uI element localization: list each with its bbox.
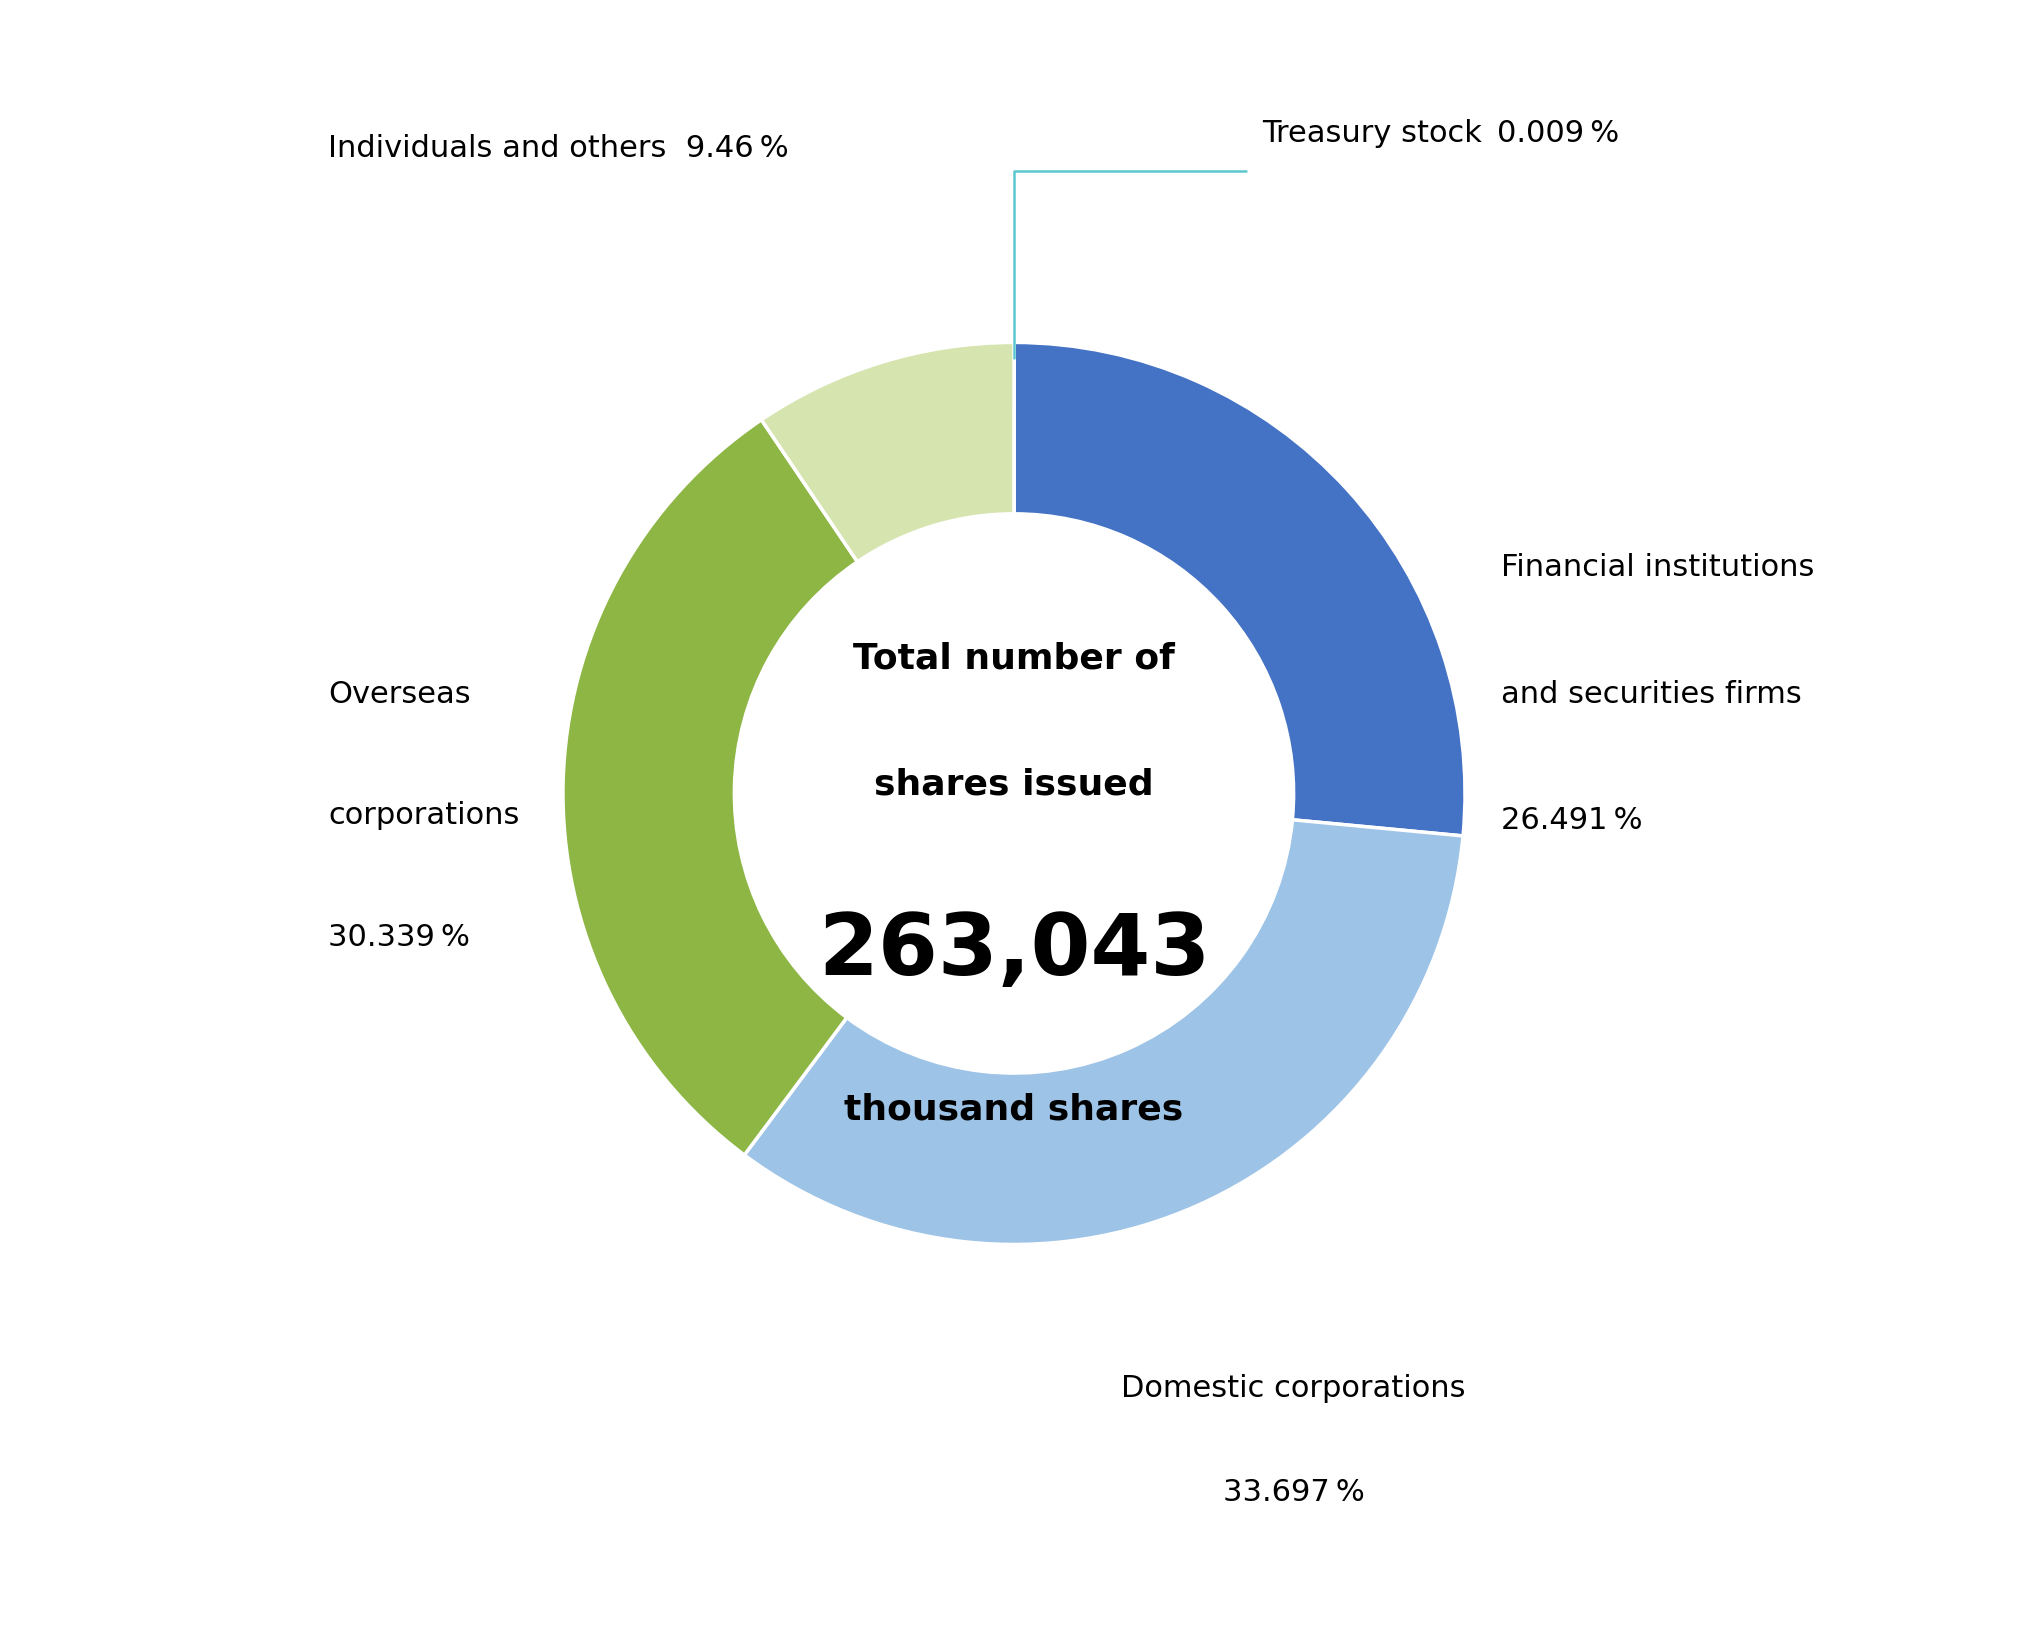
Text: 26.491 %: 26.491 % xyxy=(1501,806,1643,836)
Text: Total number of: Total number of xyxy=(854,641,1174,676)
Text: 30.339 %: 30.339 % xyxy=(329,924,470,953)
Text: Treasury stock: Treasury stock xyxy=(1261,119,1482,149)
Text: 33.697 %: 33.697 % xyxy=(1223,1479,1365,1506)
Text: corporations: corporations xyxy=(329,801,519,831)
Text: and securities firms: and securities firms xyxy=(1501,679,1801,708)
Wedge shape xyxy=(760,343,1014,561)
Text: 0.009 %: 0.009 % xyxy=(1497,119,1618,149)
Text: 263,043: 263,043 xyxy=(817,909,1211,992)
Wedge shape xyxy=(564,419,858,1155)
Text: shares issued: shares issued xyxy=(874,767,1154,801)
Wedge shape xyxy=(1014,343,1464,836)
Text: thousand shares: thousand shares xyxy=(844,1092,1184,1126)
Text: Domestic corporations: Domestic corporations xyxy=(1121,1374,1466,1404)
Text: Financial institutions: Financial institutions xyxy=(1501,553,1815,583)
Text: Overseas: Overseas xyxy=(329,679,470,708)
Wedge shape xyxy=(744,819,1462,1245)
Text: Individuals and others  9.46 %: Individuals and others 9.46 % xyxy=(329,134,789,163)
